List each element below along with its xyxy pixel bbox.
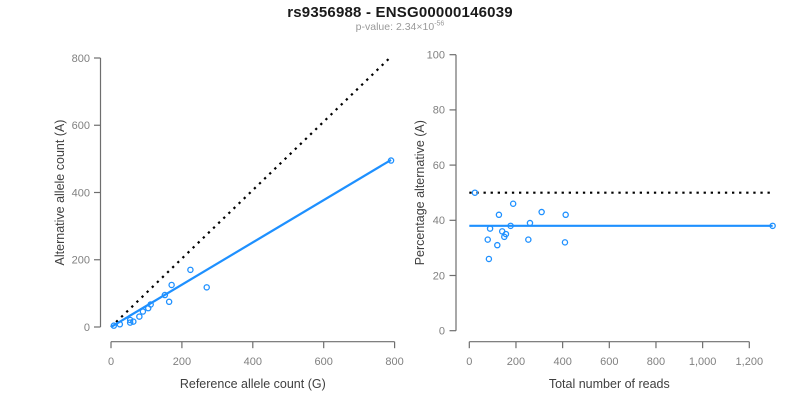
y-tick-label: 80 (433, 105, 445, 117)
x-tick-label: 800 (385, 356, 403, 368)
pvalue-subtitle: p-value: 2.34×10-56 (0, 20, 800, 34)
x-tick-label: 0 (466, 356, 472, 368)
data-point (110, 322, 118, 329)
data-point (525, 236, 532, 243)
x-tick-label: 200 (507, 356, 525, 368)
y-tick-label: 60 (433, 160, 445, 172)
x-axis-title: Reference allele count (G) (180, 377, 326, 391)
data-point (116, 321, 124, 328)
y-tick-label: 0 (439, 326, 445, 338)
x-tick-label: 600 (315, 356, 333, 368)
x-tick-label: 0 (108, 356, 114, 368)
data-point (494, 241, 501, 249)
y-tick-label: 600 (72, 120, 90, 132)
x-tick-label: 600 (600, 356, 618, 368)
y-tick-label: 200 (72, 255, 90, 267)
x-axis-title: Total number of reads (549, 377, 670, 391)
y-tick-label: 400 (72, 187, 90, 199)
x-tick-label: 800 (647, 356, 665, 368)
data-point (484, 236, 491, 243)
y-tick-label: 40 (433, 215, 445, 227)
data-point (471, 189, 479, 196)
pvalue-exponent: -56 (434, 20, 445, 28)
data-point (495, 211, 503, 219)
right-plot: 0 20 40 60 80 100 0 200 400 600 800 1,000 1,200 Total… (413, 50, 776, 391)
data-point (538, 208, 545, 216)
data-point (126, 319, 134, 326)
pvalue-text: p-value: 2.34×10 (355, 21, 435, 33)
x-tick-label: 400 (553, 356, 571, 368)
x-tick-label: 400 (244, 356, 262, 368)
data-point (526, 219, 534, 227)
data-point (769, 222, 776, 230)
data-point (502, 230, 510, 238)
data-point (486, 225, 494, 232)
y-tick-label: 800 (72, 53, 90, 65)
y-tick-label: 100 (427, 50, 445, 62)
data-point (561, 239, 569, 246)
y-tick-label: 20 (433, 270, 445, 282)
left-plot: 0 200 400 600 800 0 200 400 600 800 Reference alle… (53, 53, 404, 391)
x-tick-label: 1,000 (689, 356, 717, 368)
data-point (187, 266, 194, 274)
data-point (136, 313, 143, 320)
data-point (562, 211, 569, 219)
x-tick-label: 1,200 (736, 356, 764, 368)
y-axis-title: Percentage alternative (A) (413, 120, 427, 265)
identity-line (110, 57, 391, 328)
y-axis-title: Alternative allele count (A) (53, 120, 67, 266)
data-point (203, 284, 210, 291)
data-point (161, 291, 169, 299)
data-point (165, 298, 173, 306)
data-point (168, 281, 175, 289)
data-point (387, 157, 395, 164)
data-point (139, 308, 147, 315)
page-title: rs9356988 - ENSG00000146039 (287, 4, 513, 21)
data-point (147, 301, 154, 308)
data-point (485, 255, 493, 263)
x-tick-label: 200 (173, 356, 191, 368)
data-point (126, 316, 134, 324)
data-point (507, 222, 514, 230)
data-point (130, 318, 137, 325)
regression-line (110, 158, 392, 328)
data-point (509, 200, 517, 207)
y-tick-label: 0 (84, 322, 90, 334)
